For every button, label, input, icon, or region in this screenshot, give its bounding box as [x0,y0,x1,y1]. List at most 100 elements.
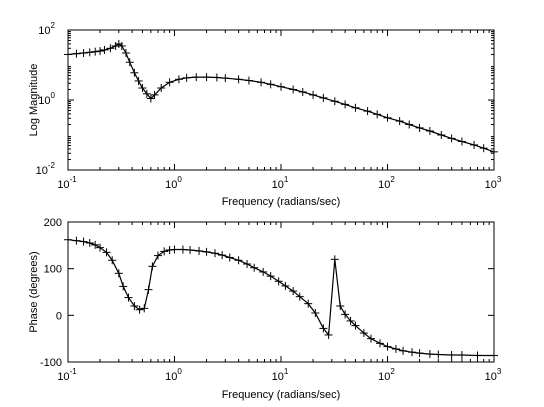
magnitude-data-point [298,87,307,96]
phase-y-tick-label: 200 [44,217,62,229]
phase-data-point [243,260,252,268]
phase-data-point [250,263,259,272]
magnitude-x-tick-exponent: 3 [497,175,502,184]
phase-data-point [330,255,339,264]
magnitude-data-point [121,49,130,58]
magnitude-data-point [405,120,414,129]
magnitude-data-point [383,113,392,122]
phase-data-point [114,269,123,278]
magnitude-data-point [100,45,109,54]
phase-data-point [259,267,268,276]
phase-data-point [102,248,111,257]
magnitude-y-tick-exponent: 2 [51,21,56,30]
magnitude-data-point [150,90,159,99]
phase-data-point [375,339,384,348]
magnitude-data-point [64,50,72,59]
magnitude-data-point [490,147,498,156]
phase-data-point [447,351,456,359]
phase-data-point [336,302,345,310]
phase-data-point [457,351,466,359]
phase-data-point [154,251,163,260]
phase-data-point [170,245,179,254]
magnitude-data-point [373,110,382,119]
phase-data-point [383,342,392,351]
magnitude-data-point [96,47,105,56]
phase-data-point [140,304,149,313]
phase-y-tick-label: 0 [56,310,62,322]
magnitude-data-point [479,144,488,153]
magnitude-ticks [67,29,495,171]
phase-x-axis-label: Frequency (radians/sec) [222,389,341,401]
phase-data-point [186,246,195,254]
phase-data-point [289,287,298,296]
magnitude-y-tick-exponent: 0 [51,91,56,100]
phase-data-point [130,302,139,310]
magnitude-data-point [425,127,434,136]
magnitude-data-point [221,74,230,83]
phase-data-point [64,235,72,244]
magnitude-data-point [351,103,360,112]
magnitude-y-tick-label: 102 [38,21,55,37]
phase-data-point [96,243,105,252]
phase-x-tick-exponent: 2 [390,367,395,376]
phase-data-point [304,299,313,308]
phase-data-point [281,281,290,290]
magnitude-data-point [117,41,126,50]
phase-data-point [85,239,94,247]
phase-x-tick-exponent: 0 [177,367,182,376]
phase-x-tick-label: 103 [485,367,502,383]
magnitude-data-point [79,49,88,58]
phase-data-point [274,277,283,286]
magnitude-data-point [212,73,221,82]
phase-x-tick-label: 100 [165,367,182,383]
magnitude-y-axis-label: Log Magnitude [28,64,40,137]
phase-data-point [119,282,128,291]
magnitude-data-point [363,107,372,116]
phase-data-point [399,346,408,355]
phase-data-point [425,350,434,359]
phase-series [64,235,498,360]
magnitude-x-tick-exponent: 1 [284,175,289,184]
magnitude-x-tick-exponent: -1 [70,175,78,184]
phase-x-tick-exponent: -1 [70,367,78,376]
magnitude-data-point [202,73,211,82]
phase-data-point [319,324,328,333]
magnitude-y-tick-exponent: -2 [48,161,56,170]
magnitude-data-point [130,68,139,77]
magnitude-x-tick-label: 101 [272,175,289,191]
phase-axes-frame [67,221,495,363]
magnitude-data-point [244,76,253,85]
phase-data-point [295,292,304,301]
magnitude-x-tick-label: 100 [165,175,182,191]
magnitude-data-point [447,134,456,143]
phase-data-point [202,247,211,256]
phase-data-point [144,285,153,294]
phase-data-point [367,334,376,343]
phase-data-point [79,237,88,246]
magnitude-data-point [157,84,166,93]
magnitude-data-point [277,82,285,91]
phase-y-tick-label: -100 [40,357,62,369]
phase-x-tick-label: 101 [272,367,289,383]
magnitude-data-point [165,78,174,87]
phase-data-point [225,253,234,262]
magnitude-data-point [85,48,94,57]
phase-data-point [160,247,169,256]
phase-data-point [473,351,482,360]
phase-data-point [359,329,368,338]
phase-data-point [346,316,355,325]
magnitude-data-point [415,123,424,132]
magnitude-x-tick-label: 102 [378,175,395,191]
magnitude-data-point [395,117,404,126]
magnitude-data-point [234,75,243,84]
phase-data-point [408,348,417,357]
phase-data-point [108,256,117,265]
magnitude-data-point [134,76,143,85]
phase-data-point [135,305,144,314]
phase-data-point [490,351,498,360]
phase-data-point [311,309,320,317]
magnitude-axes-frame [67,29,495,171]
